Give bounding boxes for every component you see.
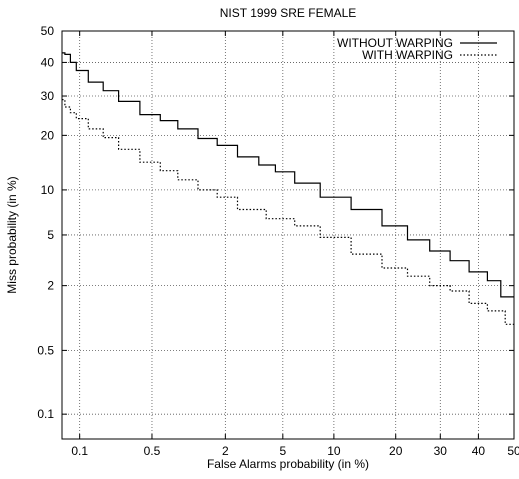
x-tick-label: 20	[389, 444, 403, 458]
x-tick-label: 30	[434, 444, 448, 458]
series-line-0	[62, 52, 514, 298]
ticks: 0.1 0.5 2 5 10 20 30 40 50 0.1 0.5 2 5 10 20 30 40 50	[37, 24, 519, 458]
y-tick-label: 30	[41, 89, 55, 103]
x-tick-label: 2	[222, 444, 229, 458]
y-tick-label: 20	[41, 128, 55, 142]
legend-label-0: WITHOUT WARPING	[337, 36, 453, 50]
series-layer	[62, 52, 514, 325]
chart-title: NIST 1999 SRE FEMALE	[220, 6, 357, 20]
x-tick-label: 50	[507, 444, 519, 458]
x-tick-label: 5	[279, 444, 286, 458]
y-tick-label: 5	[47, 228, 54, 242]
y-axis-title: Miss probability (in %)	[5, 176, 19, 293]
x-tick-label: 10	[327, 444, 341, 458]
legend-label-1: WITH WARPING	[362, 48, 453, 62]
series-line-1	[62, 99, 514, 325]
y-tick-label: 40	[41, 55, 55, 69]
x-tick-label: 40	[472, 444, 486, 458]
grid	[62, 31, 514, 439]
y-tick-label: 10	[41, 183, 55, 197]
x-tick-label: 0.1	[71, 444, 88, 458]
y-tick-label: 0.1	[37, 407, 54, 421]
y-tick-label: 0.5	[37, 343, 54, 357]
x-tick-label: 0.5	[144, 444, 161, 458]
y-tick-label: 2	[47, 279, 54, 293]
y-tick-label: 50	[41, 24, 55, 38]
x-axis-title: False Alarms probability (in %)	[207, 457, 369, 471]
